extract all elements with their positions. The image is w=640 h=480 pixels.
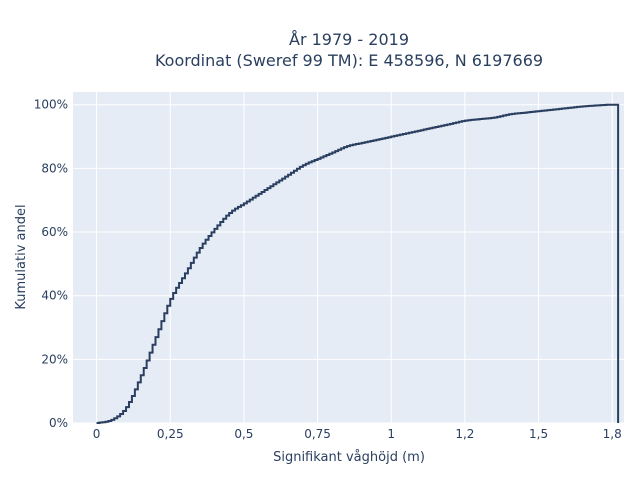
y-axis-title: Kumulativ andel <box>14 204 29 309</box>
y-tick-labels: 0% 20% 40% 60% 80% 100% <box>34 98 68 430</box>
y-tick-label: 80% <box>41 161 68 175</box>
chart-title-line2: Koordinat (Sweref 99 TM): E 458596, N 61… <box>155 51 543 70</box>
chart-title-line1: År 1979 - 2019 <box>289 30 409 49</box>
y-tick-label: 60% <box>41 225 68 239</box>
x-tick-label: 0,25 <box>157 427 184 441</box>
x-tick-label: 1,2 <box>455 427 474 441</box>
y-tick-label: 0% <box>49 416 68 430</box>
cumulative-step-line <box>96 103 620 424</box>
x-tick-labels: 0 0,25 0,5 0,75 1 1,2 1,5 1,8 <box>93 427 622 441</box>
plot-background <box>73 92 624 423</box>
x-tick-label: 0,5 <box>234 427 253 441</box>
y-tick-label: 100% <box>34 98 68 112</box>
x-tick-label: 1,5 <box>529 427 548 441</box>
x-axis-title: Signifikant våghöjd (m) <box>273 450 425 465</box>
x-tick-label: 1,8 <box>603 427 622 441</box>
y-tick-label: 40% <box>41 289 68 303</box>
grid-lines <box>73 92 624 424</box>
x-tick-label: 0,75 <box>304 427 331 441</box>
x-tick-label: 0 <box>93 427 101 441</box>
y-tick-label: 20% <box>41 352 68 366</box>
x-tick-label: 1 <box>387 427 395 441</box>
